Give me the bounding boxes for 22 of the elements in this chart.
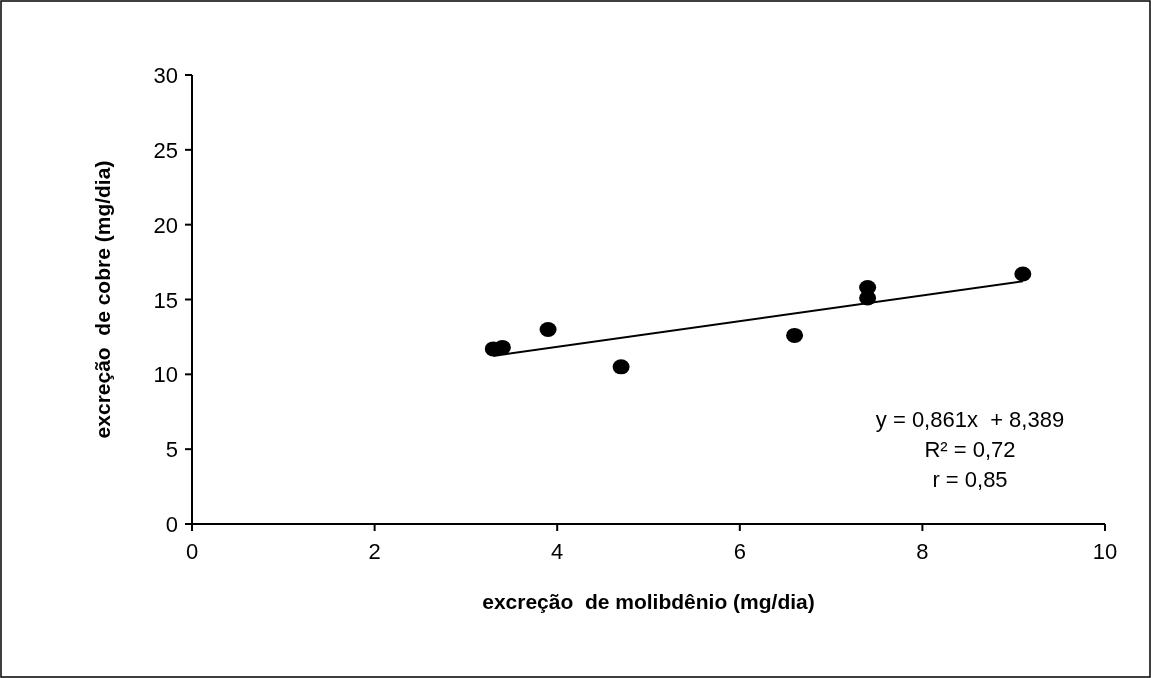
annotation: r = 0,85 — [932, 467, 1008, 492]
x-tick-label: 6 — [733, 539, 746, 564]
point — [539, 321, 557, 337]
y-tick-label: 0 — [165, 512, 178, 537]
point — [786, 327, 804, 343]
point — [612, 359, 630, 375]
y-tick-label: 25 — [153, 137, 178, 163]
y-tick-label: 10 — [153, 362, 178, 388]
x-tick-label: 8 — [916, 539, 929, 564]
y-tick-label: 5 — [165, 437, 178, 463]
y-tick-label: 30 — [153, 63, 178, 88]
x-tick-label: 10 — [1092, 539, 1118, 564]
annotation: y = 0,861x + 8,389 — [875, 407, 1065, 432]
x-tick-label: 2 — [368, 539, 381, 564]
annotation: R² = 0,72 — [924, 437, 1016, 462]
x-axis-title: excreção de molibdênio (mg/dia) — [482, 590, 815, 613]
y-tick-label: 20 — [153, 212, 178, 238]
x-tick-label: 0 — [185, 539, 199, 564]
x-tick-label: 4 — [551, 539, 564, 564]
point — [1014, 266, 1032, 282]
y-tick-label: 15 — [153, 287, 178, 313]
y-axis-title: excreção de cobre (mg/dia) — [91, 160, 114, 439]
